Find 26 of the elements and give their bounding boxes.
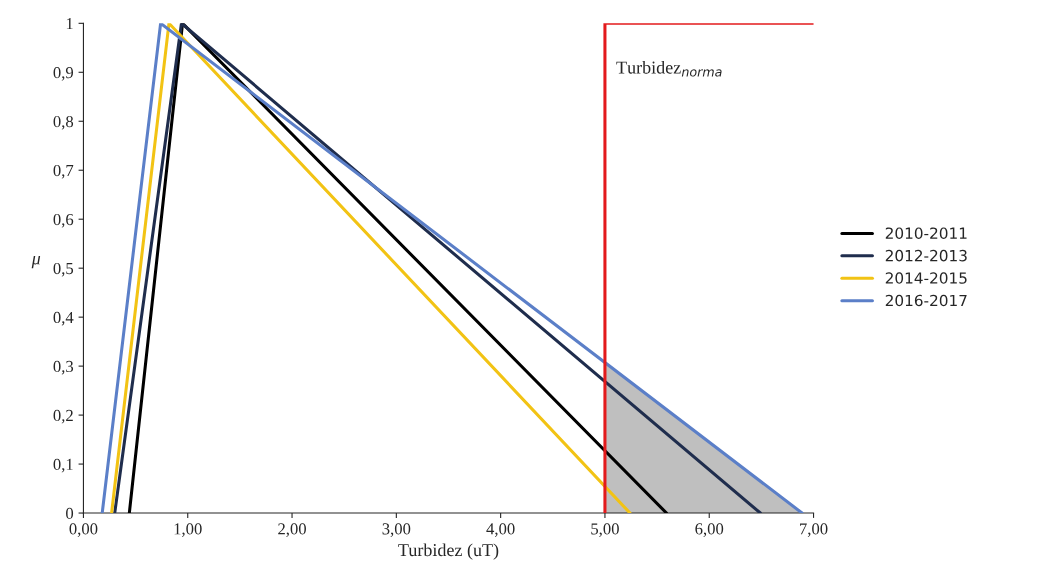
y-tick-label: 0,2 [53, 409, 73, 424]
x-tick-label: 0,00 [69, 523, 98, 537]
y-tick-label: 0,8 [53, 115, 74, 130]
x-tick-label: 4,00 [486, 523, 515, 537]
x-tick-label: 1,00 [174, 523, 202, 537]
y-tick-label: 0,7 [53, 164, 74, 179]
y-tick-label: 0,5 [53, 262, 74, 277]
y-tick-label: 0,4 [53, 311, 74, 326]
y-axis-title: μ [31, 256, 41, 269]
x-tick-label: 2,00 [278, 523, 306, 537]
legend-label: 2012-2013 [885, 249, 967, 262]
y-tick-label: 0,1 [53, 458, 73, 473]
annotation: Turbidez$_{norma}$ [616, 60, 722, 77]
y-tick-label: 1 [66, 18, 73, 30]
x-tick-label: 3,00 [382, 523, 411, 537]
legend-label: 2016-2017 [885, 294, 967, 307]
y-tick-label: 0,9 [53, 66, 74, 81]
x-tick-label: 6,00 [695, 523, 724, 537]
y-tick-label: 0,6 [53, 213, 74, 228]
x-axis-title: Turbidez (uT) [398, 543, 499, 560]
legend-label: 2010-2011 [885, 227, 967, 239]
x-tick-label: 5,00 [591, 523, 619, 537]
y-tick-label: 0 [66, 507, 74, 519]
x-tick-label: 7,00 [800, 523, 828, 537]
legend-label: 2014-2015 [885, 272, 967, 284]
y-tick-label: 0,3 [53, 360, 74, 375]
